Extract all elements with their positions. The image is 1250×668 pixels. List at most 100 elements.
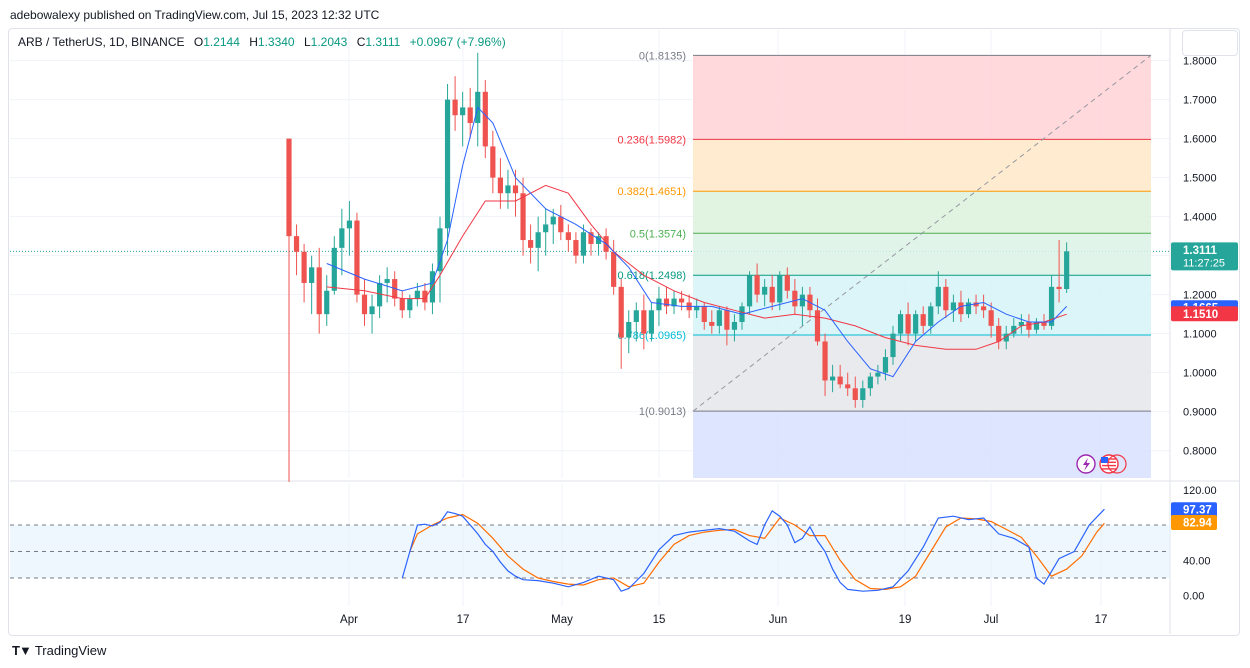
candle-body: [935, 286, 941, 307]
candle-body: [422, 290, 428, 303]
fib-zone: [693, 335, 1151, 412]
stoch-value-badge: [1171, 514, 1217, 530]
candle-body: [1056, 286, 1062, 290]
candle-body: [913, 314, 919, 334]
candle-body: [928, 306, 934, 326]
price-tick-label: 1.7000: [1183, 95, 1217, 107]
open-value: 1.2144: [203, 35, 240, 49]
price-label-badge: [1171, 306, 1238, 322]
candle-body: [958, 302, 964, 315]
time-tick-label: 17: [457, 614, 470, 626]
candle-body: [1033, 321, 1040, 330]
candle-body: [437, 228, 443, 272]
candle-body: [535, 232, 541, 248]
candle-body: [399, 298, 405, 311]
candle-body: [769, 286, 775, 303]
candle-body: [988, 310, 994, 326]
ma-red-line: [326, 184, 1067, 350]
low-value: 1.2043: [310, 35, 348, 49]
candle-body: [565, 232, 571, 241]
candle-body: [890, 333, 896, 358]
time-tick-label: 15: [653, 614, 666, 626]
fib-zone: [693, 275, 1151, 336]
fib-zone: [693, 233, 1151, 276]
pane-icons: [1076, 454, 1127, 474]
candle-body: [837, 376, 843, 385]
candle-body: [626, 321, 632, 338]
candle-body: [731, 321, 738, 330]
candle-body: [543, 224, 549, 233]
stoch-k-line: [401, 508, 1105, 592]
open-label: O: [193, 35, 204, 49]
candle-body: [558, 216, 564, 233]
time-tick-label: 19: [899, 614, 912, 626]
candle-body: [950, 302, 956, 311]
candle-body: [875, 372, 881, 377]
candle-body: [528, 240, 534, 248]
tradingview-logo[interactable]: T▼ TradingView: [12, 643, 106, 658]
candle-body: [867, 376, 873, 389]
candle-body: [814, 310, 821, 342]
candle-body: [588, 232, 594, 244]
candle-body: [407, 298, 413, 311]
candle-body: [754, 275, 760, 295]
candle-body: [482, 91, 488, 147]
time-tick-label: Apr: [340, 614, 358, 626]
price-tick-label: 1.4000: [1183, 212, 1217, 224]
price-tick-label: 1.6000: [1183, 134, 1217, 146]
candle-body: [663, 298, 670, 307]
candle-body: [460, 107, 466, 116]
candle-body: [656, 298, 662, 311]
fib-trend-line: [692, 54, 1152, 412]
candle-body: [1026, 321, 1032, 330]
candle-body: [512, 185, 519, 194]
stoch-value-badge: [1171, 502, 1217, 518]
candle-body: [920, 314, 926, 326]
candle-body: [573, 240, 579, 256]
candle-body: [580, 232, 587, 256]
candle-body: [354, 220, 360, 295]
fib-level-label: 1(0.9013): [639, 406, 686, 418]
candle-body: [520, 193, 526, 241]
candle-body: [671, 298, 677, 307]
candle-body: [324, 290, 330, 315]
candle-body: [830, 376, 836, 381]
stoch-tick-label: 120.00: [1183, 485, 1217, 497]
candle-body: [414, 290, 420, 299]
candle-body: [799, 294, 805, 307]
price-tick-label: 1.8000: [1183, 56, 1217, 68]
candle-body: [339, 228, 345, 248]
candle-body: [679, 298, 685, 303]
low-label: L: [303, 35, 311, 49]
toolbar-box[interactable]: [1182, 30, 1238, 56]
stoch-value-label: 82.94: [1183, 517, 1212, 529]
candle-body: [694, 306, 700, 311]
fib-zone: [693, 55, 1151, 140]
candle-body: [444, 99, 451, 229]
candle-body: [611, 251, 617, 287]
candle-body: [377, 282, 383, 307]
candle-body: [384, 279, 390, 283]
candle-body: [709, 321, 715, 326]
candle-body: [973, 302, 979, 307]
candle-body: [965, 302, 972, 315]
fib-zone: [693, 411, 1151, 478]
candle-body: [550, 216, 556, 225]
candle-body: [309, 267, 315, 283]
candle-body: [762, 286, 768, 295]
change-value: +0.0967 (+7.96%): [409, 35, 506, 49]
candle-body: [1048, 286, 1055, 326]
candle-body: [822, 341, 828, 381]
price-tick-label: 0.9000: [1183, 407, 1217, 419]
time-tick-label: Jul: [984, 614, 999, 626]
candle-body: [641, 310, 647, 334]
stoch-d-line: [409, 513, 1105, 591]
candle-body: [784, 275, 790, 291]
candle-body: [746, 275, 753, 307]
candle-body: [369, 306, 375, 315]
time-tick-label: Jun: [769, 614, 788, 626]
candle-body: [905, 314, 911, 334]
candle-body: [346, 220, 352, 229]
